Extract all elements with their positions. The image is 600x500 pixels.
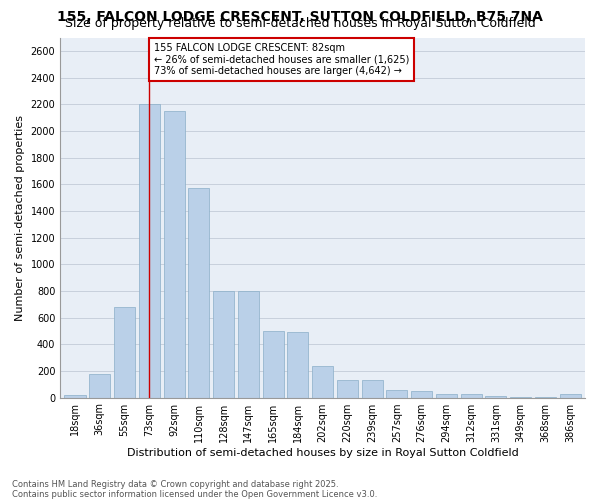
Bar bbox=[188, 188, 209, 398]
Bar bbox=[287, 332, 308, 398]
Bar bbox=[535, 397, 556, 398]
Bar bbox=[560, 394, 581, 398]
Bar bbox=[263, 331, 284, 398]
Bar bbox=[139, 104, 160, 398]
Text: 155 FALCON LODGE CRESCENT: 82sqm
← 26% of semi-detached houses are smaller (1,62: 155 FALCON LODGE CRESCENT: 82sqm ← 26% o… bbox=[154, 43, 410, 76]
Bar bbox=[362, 380, 383, 398]
Bar bbox=[337, 380, 358, 398]
Bar bbox=[436, 394, 457, 398]
Bar bbox=[238, 291, 259, 398]
Y-axis label: Number of semi-detached properties: Number of semi-detached properties bbox=[15, 114, 25, 320]
Bar bbox=[461, 394, 482, 398]
X-axis label: Distribution of semi-detached houses by size in Royal Sutton Coldfield: Distribution of semi-detached houses by … bbox=[127, 448, 518, 458]
Bar bbox=[89, 374, 110, 398]
Text: Size of property relative to semi-detached houses in Royal Sutton Coldfield: Size of property relative to semi-detach… bbox=[65, 18, 535, 30]
Bar bbox=[213, 291, 234, 398]
Bar bbox=[411, 391, 432, 398]
Bar bbox=[64, 395, 86, 398]
Bar bbox=[164, 111, 185, 398]
Text: Contains HM Land Registry data © Crown copyright and database right 2025.
Contai: Contains HM Land Registry data © Crown c… bbox=[12, 480, 377, 499]
Bar bbox=[114, 307, 135, 398]
Bar bbox=[485, 396, 506, 398]
Bar bbox=[386, 390, 407, 398]
Text: 155, FALCON LODGE CRESCENT, SUTTON COLDFIELD, B75 7NA: 155, FALCON LODGE CRESCENT, SUTTON COLDF… bbox=[57, 10, 543, 24]
Bar bbox=[510, 397, 531, 398]
Bar bbox=[312, 366, 333, 398]
